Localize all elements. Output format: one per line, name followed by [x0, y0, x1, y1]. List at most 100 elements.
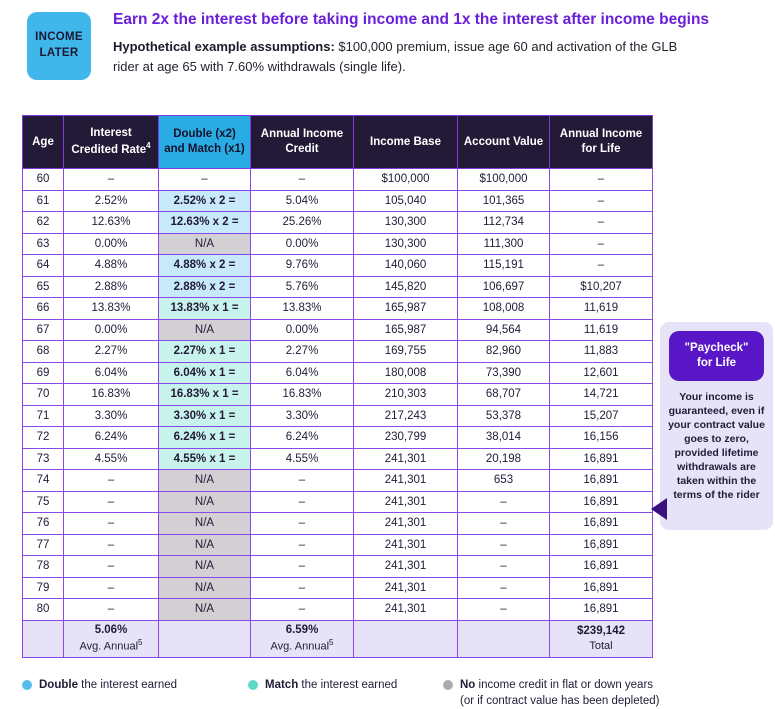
cell-income: – [549, 211, 653, 234]
table-row: 65 2.88% 2.88% x 2 = 5.76% 145,820 106,697 $10… [22, 275, 653, 298]
cell-age: 79 [22, 576, 64, 599]
cell-double: N/A [158, 490, 251, 513]
table-row: 62 12.63% 12.63% x 2 = 25.26% 130,300 112,734… [22, 211, 653, 234]
column-header-annual-income-credit: Annual Income Credit [250, 115, 354, 169]
rate-table: Age Interest Credited Rate4 Double (x2) … [22, 115, 653, 658]
cell-credit: 5.04% [250, 189, 354, 212]
cell-age: 67 [22, 318, 64, 341]
cell-base: 241,301 [353, 576, 458, 599]
cell-value: 68,707 [457, 383, 550, 406]
cell-double: N/A [158, 512, 251, 535]
legend-double-label: Double the interest earned [39, 679, 178, 691]
cell-double: 6.24% x 1 = [158, 426, 251, 449]
cell-value: 20,198 [457, 447, 550, 470]
cell-credit: 6.24% [250, 426, 354, 449]
summary-rate-avg: 5.06% [94, 624, 128, 637]
table-row: 79– N/A –241,301–16,891 [22, 576, 653, 599]
table-row: 73 4.55% 4.55% x 1 = 4.55% 241,301 20,198 16,8… [22, 447, 653, 470]
table-row: 64 4.88% 4.88% x 2 = 9.76% 140,060 115,191– [22, 254, 653, 277]
cell-income: 11,619 [549, 318, 653, 341]
cell-double: 6.04% x 1 = [158, 361, 251, 384]
summary-credit-avg-cell: 6.59% Avg. Annual5 [250, 619, 354, 658]
cell-value: – [457, 598, 550, 621]
cell-rate: 6.24% [63, 426, 159, 449]
column-header-double-match: Double (x2) and Match (x1) [158, 115, 251, 169]
cell-rate: 6.04% [63, 361, 159, 384]
cell-base: $100,000 [353, 168, 458, 191]
cell-age: 77 [22, 533, 64, 556]
cell-credit: – [250, 469, 354, 492]
cell-value: 73,390 [457, 361, 550, 384]
cell-income: 14,721 [549, 383, 653, 406]
cell-credit: – [250, 533, 354, 556]
cell-base: 140,060 [353, 254, 458, 277]
column-header-annual-income-for-life: Annual Income for Life [549, 115, 653, 169]
cell-credit: – [250, 512, 354, 535]
cell-double: 4.88% x 2 = [158, 254, 251, 277]
cell-age: 78 [22, 555, 64, 578]
cell-base: 241,301 [353, 512, 458, 535]
cell-rate: – [63, 533, 159, 556]
column-header-interest-credited-rate: Interest Credited Rate4 [63, 115, 159, 169]
cell-base: 241,301 [353, 490, 458, 513]
cell-credit: 0.00% [250, 318, 354, 341]
table-row: 72 6.24% 6.24% x 1 = 6.24% 230,799 38,014 16,1… [22, 426, 653, 449]
cell-value: $100,000 [457, 168, 550, 191]
cell-rate: 0.00% [63, 318, 159, 341]
cell-base: 241,301 [353, 533, 458, 556]
cell-credit: 4.55% [250, 447, 354, 470]
cell-rate: 16.83% [63, 383, 159, 406]
cell-value: – [457, 533, 550, 556]
cell-base: 241,301 [353, 469, 458, 492]
summary-base-cell [353, 619, 458, 658]
paycheck-for-life-badge: "Paycheck" for Life [669, 331, 764, 381]
assumptions-label: Hypothetical example assumptions: [113, 39, 335, 54]
paycheck-description: Your income is guaranteed, even if your … [668, 391, 765, 501]
table-row: 75– N/A –241,301–16,891 [22, 490, 653, 513]
cell-double: N/A [158, 533, 251, 556]
assumptions-body: $100,000 premium, issue age 60 and activ… [113, 39, 678, 74]
cell-double: 12.63% x 2 = [158, 211, 251, 234]
cell-double: 2.52% x 2 = [158, 189, 251, 212]
table-header: Age Interest Credited Rate4 Double (x2) … [22, 115, 653, 169]
cell-double: N/A [158, 576, 251, 599]
summary-rate-avg-label: Avg. Annual5 [79, 637, 143, 653]
cell-double: 2.27% x 1 = [158, 340, 251, 363]
cell-age: 61 [22, 189, 64, 212]
cell-value: 653 [457, 469, 550, 492]
cell-age: 63 [22, 232, 64, 255]
cell-value: – [457, 555, 550, 578]
cell-age: 76 [22, 512, 64, 535]
paycheck-badge-line1: "Paycheck" [684, 342, 749, 355]
cell-rate: – [63, 555, 159, 578]
legend-item-no-credit: No income credit in flat or down years (… [443, 678, 659, 709]
cell-double: 16.83% x 1 = [158, 383, 251, 406]
income-later-badge-line1: INCOME [35, 31, 83, 44]
cell-credit: – [250, 490, 354, 513]
cell-credit: 25.26% [250, 211, 354, 234]
cell-rate: 2.27% [63, 340, 159, 363]
cell-base: 145,820 [353, 275, 458, 298]
table-row: 67 0.00% N/A 0.00% 165,987 94,564 11,619 [22, 318, 653, 341]
cell-credit: – [250, 555, 354, 578]
cell-income: 16,156 [549, 426, 653, 449]
table-row: 61 2.52% 2.52% x 2 = 5.04% 105,040 101,365– [22, 189, 653, 212]
cell-credit: 9.76% [250, 254, 354, 277]
assumptions-text: Hypothetical example assumptions: $100,0… [113, 37, 688, 76]
cell-credit: – [250, 168, 354, 191]
cell-base: 241,301 [353, 555, 458, 578]
legend-no-credit-label-line2: (or if contract value has been depleted) [460, 694, 660, 707]
cell-rate: – [63, 576, 159, 599]
summary-credit-avg-label: Avg. Annual5 [270, 637, 334, 653]
table-row: 68 2.27% 2.27% x 1 = 2.27% 169,755 82,960 11,8… [22, 340, 653, 363]
cell-base: 130,300 [353, 232, 458, 255]
page-title: Earn 2x the interest before taking incom… [113, 11, 710, 28]
cell-double: N/A [158, 555, 251, 578]
cell-value: 111,300 [457, 232, 550, 255]
cell-age: 72 [22, 426, 64, 449]
cell-double: 3.30% x 1 = [158, 404, 251, 427]
summary-age-cell [22, 619, 64, 658]
cell-value: 94,564 [457, 318, 550, 341]
summary-credit-avg: 6.59% [285, 624, 319, 637]
table-row: 70 16.83% 16.83% x 1 = 16.83% 210,303 68,707 1… [22, 383, 653, 406]
